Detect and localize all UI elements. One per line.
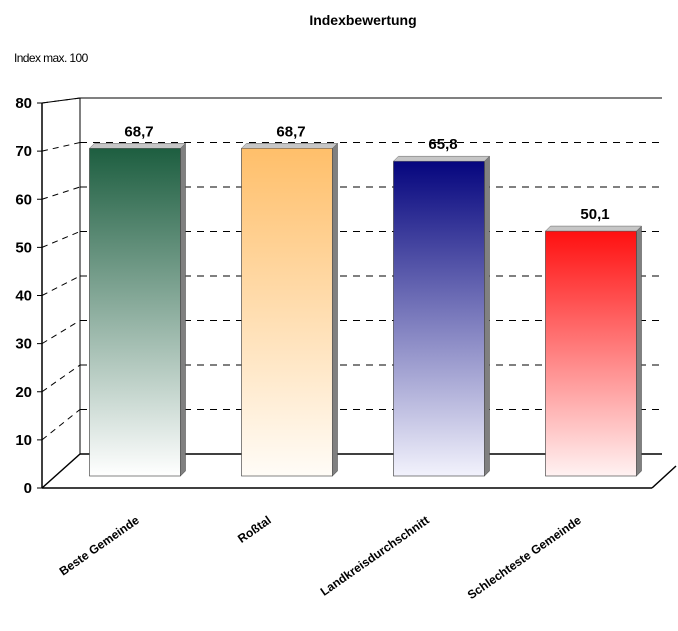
y-tick-label: 20	[15, 384, 32, 401]
x-tick-label: Beste Gemeinde	[57, 513, 142, 579]
bar-side	[636, 225, 642, 477]
y-tick-label: 70	[15, 143, 32, 160]
gridline-side	[41, 320, 81, 345]
bar	[89, 147, 181, 477]
gridline-side	[41, 409, 81, 441]
y-tick-label: 60	[15, 191, 32, 208]
x-axis-ticks: Beste Gemeinde Roßtal Landkreisdurchschnit…	[57, 513, 584, 602]
data-label: 50,1	[580, 206, 609, 223]
y-axis-ticks: 0 10 20 30 40 50 60 70 80	[15, 95, 42, 497]
bar-top	[544, 225, 643, 232]
bar	[241, 147, 333, 477]
y-axis-unit-label: Index max. 100	[14, 51, 89, 65]
floor-left-edge	[41, 453, 81, 489]
bar	[393, 160, 485, 477]
bar-top	[392, 155, 491, 162]
y-tick-label: 0	[24, 480, 32, 497]
gridline-side	[41, 142, 81, 152]
gridline-side	[41, 231, 81, 248]
bar-side	[180, 142, 186, 477]
x-tick-label: Roßtal	[235, 513, 274, 546]
y-tick-label: 50	[15, 239, 32, 256]
gridline-side	[41, 364, 81, 393]
gridline-side	[41, 275, 81, 296]
data-label: 65,8	[428, 136, 457, 153]
x-tick-label: Schlechteste Gemeinde	[465, 513, 584, 602]
floor-right-edge	[651, 465, 677, 489]
bar-side	[484, 155, 490, 477]
x-tick-label: Landkreisdurchschnitt	[318, 513, 432, 599]
chart-title: Indexbewertung	[309, 12, 416, 28]
y-tick-label: 30	[15, 336, 32, 353]
y-tick-label: 80	[15, 95, 32, 112]
data-label: 68,7	[124, 123, 153, 140]
bars: 68,7 68,7 65,8 50,1	[88, 123, 643, 477]
bar-top	[88, 143, 187, 149]
y-axis-top-connector	[41, 97, 81, 104]
data-label: 68,7	[276, 123, 305, 140]
gridline-side	[41, 186, 81, 200]
bar	[545, 230, 637, 477]
bar-top	[240, 143, 339, 149]
y-tick-label: 10	[15, 432, 32, 449]
bar-side	[332, 142, 338, 477]
y-tick-label: 40	[15, 288, 32, 305]
